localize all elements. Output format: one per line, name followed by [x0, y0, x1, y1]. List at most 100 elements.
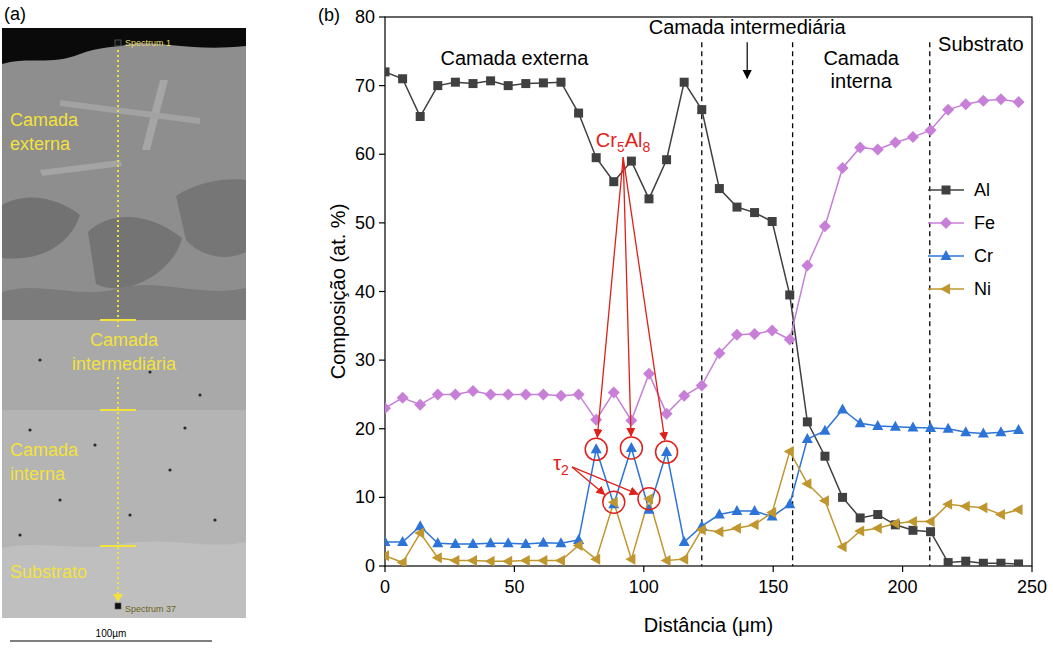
data-point — [451, 78, 460, 87]
legend-marker — [941, 250, 952, 260]
data-point — [749, 328, 761, 340]
text-part: interna — [831, 70, 893, 92]
scale-bar — [10, 640, 212, 641]
legend-marker — [940, 284, 950, 295]
data-point — [960, 501, 970, 512]
data-point — [590, 414, 602, 426]
data-point — [960, 426, 971, 436]
data-point — [573, 388, 585, 400]
spectrum-label: Spectrum 37 — [125, 604, 176, 614]
data-point — [907, 421, 918, 431]
series-line — [385, 410, 1019, 545]
data-point — [486, 76, 495, 85]
pore — [38, 358, 41, 361]
spectrum-label: Spectrum 1 — [125, 38, 171, 48]
data-point — [467, 538, 478, 548]
y-tick — [379, 428, 385, 429]
scale-label: 100µm — [96, 628, 127, 639]
legend-marker — [940, 217, 952, 229]
data-point — [397, 557, 407, 566]
data-point — [784, 498, 795, 508]
data-point — [889, 137, 901, 149]
text-part: Al — [625, 129, 643, 151]
data-point — [907, 131, 919, 143]
annotation-circle — [585, 438, 607, 460]
pore — [183, 426, 186, 429]
text-part: Camada — [823, 47, 899, 69]
data-point — [539, 78, 548, 87]
data-point — [433, 81, 442, 90]
data-point — [1013, 424, 1024, 434]
annotation-arrow — [597, 157, 623, 437]
data-point — [449, 388, 461, 400]
data-point — [838, 493, 847, 502]
annotation-circle — [620, 437, 642, 459]
data-point — [502, 388, 514, 400]
y-tick — [379, 291, 385, 292]
data-point — [713, 347, 725, 359]
annotations: Cr5Al8τ2 — [553, 129, 677, 513]
pore — [18, 533, 21, 536]
x-tick — [1031, 566, 1032, 572]
data-point — [414, 399, 426, 411]
region-label: Camada intermediária — [649, 16, 847, 38]
data-point — [555, 537, 566, 547]
data-point — [820, 452, 829, 461]
data-point — [1014, 559, 1023, 566]
layer-boundary — [792, 42, 793, 566]
layer-label: Camadainterna — [10, 440, 79, 484]
texture — [2, 198, 80, 259]
data-point — [485, 388, 497, 400]
data-point — [995, 93, 1007, 105]
data-point — [837, 404, 848, 414]
data-point — [450, 538, 461, 548]
substrate — [2, 541, 246, 618]
text-part: Cr — [596, 129, 617, 151]
data-point — [538, 537, 549, 547]
x-tick-label: 250 — [1017, 577, 1047, 597]
data-point — [942, 104, 954, 116]
y-tick-label: 50 — [355, 213, 375, 233]
data-point — [662, 155, 671, 164]
data-point — [520, 388, 532, 400]
data-point — [856, 513, 865, 522]
data-point — [609, 177, 618, 186]
data-point — [750, 208, 759, 217]
data-point — [467, 555, 477, 566]
spectrum-point — [115, 40, 121, 46]
text-part: Camada — [90, 330, 159, 350]
data-point — [414, 528, 424, 539]
data-point — [556, 78, 565, 87]
data-point — [873, 510, 882, 519]
data-point — [697, 105, 706, 114]
data-point — [1013, 96, 1025, 108]
data-point — [643, 368, 655, 380]
data-point — [713, 526, 723, 537]
data-point — [625, 554, 635, 565]
data-point — [485, 556, 495, 566]
y-tick-label: 20 — [355, 419, 375, 439]
data-point — [592, 153, 601, 162]
data-point — [819, 425, 830, 435]
data-point — [872, 420, 883, 430]
data-point — [385, 402, 391, 414]
panel-a: (a)100µmCamadaexternaCamadaintermediária… — [2, 4, 246, 646]
text-part: Substrato — [10, 562, 87, 582]
y-tick-label: 40 — [355, 282, 375, 302]
x-tick-label: 200 — [888, 577, 918, 597]
data-point — [908, 526, 917, 535]
data-point — [803, 417, 812, 426]
data-point — [978, 428, 989, 438]
y-tick-label: 10 — [355, 487, 375, 507]
data-point — [385, 536, 391, 546]
series-line — [385, 72, 1019, 564]
pore — [168, 468, 171, 471]
data-point — [714, 509, 725, 519]
annotation-arrow — [623, 157, 665, 440]
data-point — [872, 523, 882, 534]
text-part: 2 — [561, 462, 569, 478]
layer-tick — [100, 545, 136, 547]
x-tick — [773, 566, 774, 572]
panel-label: (a) — [4, 4, 26, 24]
legend-label: Cr — [974, 246, 993, 266]
